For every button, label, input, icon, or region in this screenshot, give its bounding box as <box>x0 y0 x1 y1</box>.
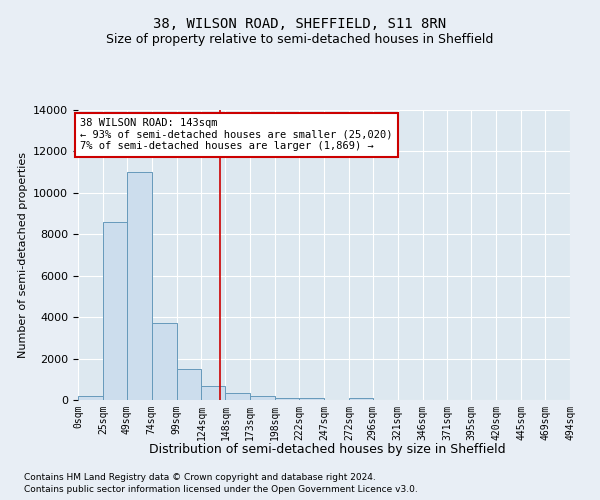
Text: 38, WILSON ROAD, SHEFFIELD, S11 8RN: 38, WILSON ROAD, SHEFFIELD, S11 8RN <box>154 18 446 32</box>
Bar <box>349 398 373 400</box>
Bar <box>152 324 176 400</box>
Bar <box>226 393 250 400</box>
Bar <box>202 386 226 400</box>
Bar <box>250 396 275 400</box>
Bar <box>78 396 103 400</box>
Y-axis label: Number of semi-detached properties: Number of semi-detached properties <box>17 152 28 358</box>
Bar <box>176 369 202 400</box>
Text: Contains public sector information licensed under the Open Government Licence v3: Contains public sector information licen… <box>24 485 418 494</box>
Bar <box>103 222 127 400</box>
Text: Contains HM Land Registry data © Crown copyright and database right 2024.: Contains HM Land Registry data © Crown c… <box>24 472 376 482</box>
Text: Distribution of semi-detached houses by size in Sheffield: Distribution of semi-detached houses by … <box>149 442 505 456</box>
Bar <box>299 398 324 400</box>
Text: 38 WILSON ROAD: 143sqm
← 93% of semi-detached houses are smaller (25,020)
7% of : 38 WILSON ROAD: 143sqm ← 93% of semi-det… <box>80 118 392 152</box>
Text: Size of property relative to semi-detached houses in Sheffield: Size of property relative to semi-detach… <box>106 32 494 46</box>
Bar <box>275 398 299 400</box>
Bar <box>127 172 152 400</box>
